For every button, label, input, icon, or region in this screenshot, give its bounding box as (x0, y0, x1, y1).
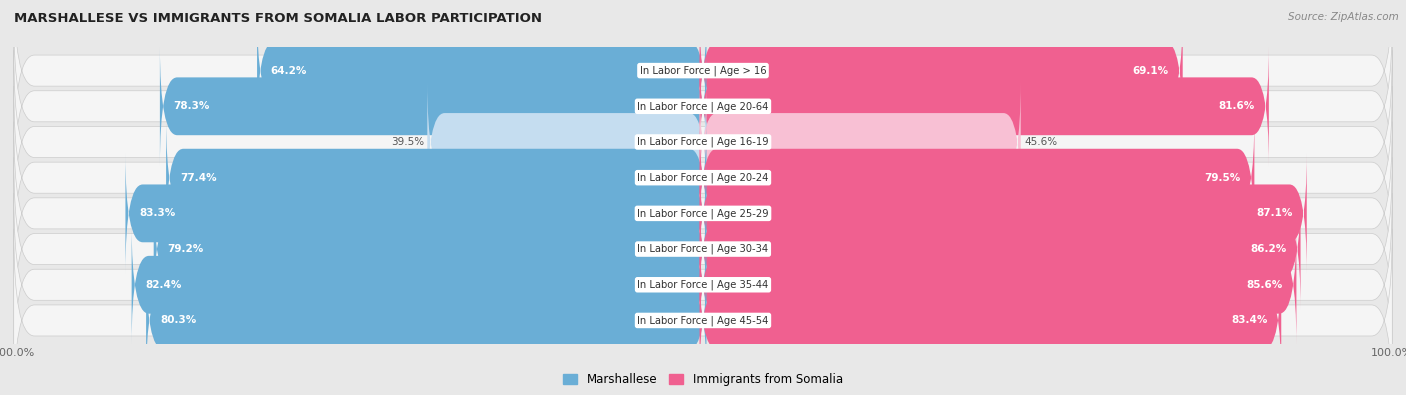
Text: 81.6%: 81.6% (1219, 101, 1256, 111)
FancyBboxPatch shape (14, 15, 1392, 198)
FancyBboxPatch shape (14, 193, 1392, 376)
FancyBboxPatch shape (700, 224, 1296, 345)
FancyBboxPatch shape (166, 117, 706, 238)
FancyBboxPatch shape (132, 224, 706, 345)
Text: In Labor Force | Age 45-54: In Labor Force | Age 45-54 (637, 315, 769, 326)
FancyBboxPatch shape (700, 82, 1021, 202)
Text: In Labor Force | Age > 16: In Labor Force | Age > 16 (640, 65, 766, 76)
Text: 85.6%: 85.6% (1246, 280, 1282, 290)
FancyBboxPatch shape (160, 46, 706, 167)
Text: 79.2%: 79.2% (167, 244, 204, 254)
FancyBboxPatch shape (700, 46, 1268, 167)
Text: In Labor Force | Age 16-19: In Labor Force | Age 16-19 (637, 137, 769, 147)
FancyBboxPatch shape (700, 189, 1301, 309)
FancyBboxPatch shape (700, 153, 1306, 274)
Text: In Labor Force | Age 35-44: In Labor Force | Age 35-44 (637, 280, 769, 290)
Text: 87.1%: 87.1% (1257, 209, 1294, 218)
Text: In Labor Force | Age 25-29: In Labor Force | Age 25-29 (637, 208, 769, 218)
FancyBboxPatch shape (14, 158, 1392, 340)
FancyBboxPatch shape (700, 10, 1182, 131)
FancyBboxPatch shape (700, 117, 1254, 238)
FancyBboxPatch shape (700, 260, 1281, 381)
Text: 78.3%: 78.3% (174, 101, 209, 111)
Text: In Labor Force | Age 20-24: In Labor Force | Age 20-24 (637, 173, 769, 183)
FancyBboxPatch shape (14, 51, 1392, 233)
Text: In Labor Force | Age 20-64: In Labor Force | Age 20-64 (637, 101, 769, 111)
Text: 45.6%: 45.6% (1024, 137, 1057, 147)
Text: 80.3%: 80.3% (160, 316, 197, 325)
FancyBboxPatch shape (14, 0, 1392, 162)
FancyBboxPatch shape (257, 10, 706, 131)
Text: In Labor Force | Age 30-34: In Labor Force | Age 30-34 (637, 244, 769, 254)
Text: 79.5%: 79.5% (1205, 173, 1240, 182)
Text: 64.2%: 64.2% (271, 66, 308, 75)
FancyBboxPatch shape (427, 82, 706, 202)
Text: 86.2%: 86.2% (1250, 244, 1286, 254)
Text: 83.4%: 83.4% (1232, 316, 1267, 325)
FancyBboxPatch shape (14, 229, 1392, 395)
Text: 82.4%: 82.4% (145, 280, 181, 290)
Text: 77.4%: 77.4% (180, 173, 217, 182)
Text: MARSHALLESE VS IMMIGRANTS FROM SOMALIA LABOR PARTICIPATION: MARSHALLESE VS IMMIGRANTS FROM SOMALIA L… (14, 12, 543, 25)
Text: Source: ZipAtlas.com: Source: ZipAtlas.com (1288, 12, 1399, 22)
Text: 39.5%: 39.5% (391, 137, 423, 147)
FancyBboxPatch shape (153, 189, 706, 309)
FancyBboxPatch shape (125, 153, 706, 274)
Text: 69.1%: 69.1% (1133, 66, 1168, 75)
FancyBboxPatch shape (14, 86, 1392, 269)
FancyBboxPatch shape (146, 260, 706, 381)
FancyBboxPatch shape (14, 122, 1392, 305)
Legend: Marshallese, Immigrants from Somalia: Marshallese, Immigrants from Somalia (558, 369, 848, 391)
Text: 83.3%: 83.3% (139, 209, 176, 218)
